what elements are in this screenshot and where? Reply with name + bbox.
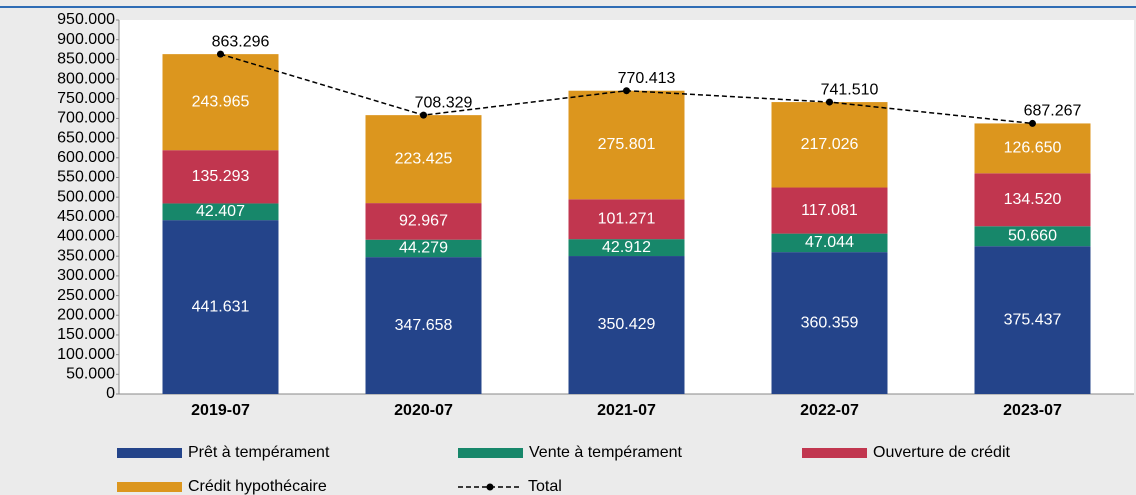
data-label: 126.650 <box>1004 140 1062 157</box>
data-label: 135.293 <box>192 168 250 185</box>
total-point <box>217 50 224 58</box>
total-point <box>826 98 833 106</box>
bar-segment <box>771 102 888 188</box>
bar-segment <box>771 233 888 253</box>
total-point <box>1029 119 1036 127</box>
y-tick-label: 900.000 <box>57 31 115 48</box>
data-label: 42.407 <box>196 203 245 220</box>
total-point <box>420 111 427 119</box>
bar-segment <box>568 199 685 240</box>
data-label: 101.271 <box>598 210 656 227</box>
legend-swatch <box>802 448 867 458</box>
y-tick-label: 700.000 <box>57 110 115 127</box>
y-tick-label: 100.000 <box>57 346 115 363</box>
legend-swatch <box>117 448 182 458</box>
bar-segment <box>365 257 482 394</box>
data-label: 360.359 <box>801 314 859 331</box>
bar-segment <box>771 252 888 394</box>
bar-segment <box>974 123 1091 174</box>
data-label: 47.044 <box>805 234 854 251</box>
legend-label: Total <box>528 478 562 495</box>
y-tick-label: 350.000 <box>57 247 115 264</box>
bar-segment <box>162 150 279 204</box>
legend-swatch <box>117 482 182 492</box>
bar-segment <box>771 187 888 234</box>
total-label: 687.267 <box>1024 103 1082 120</box>
x-tick-label: 2021-07 <box>597 402 656 419</box>
y-tick-label: 300.000 <box>57 267 115 284</box>
bar-segment <box>974 173 1091 227</box>
y-tick-label: 850.000 <box>57 51 115 68</box>
data-label: 44.279 <box>399 240 448 257</box>
y-tick-label: 150.000 <box>57 326 115 343</box>
bar-segment <box>568 256 685 394</box>
y-tick-label: 50.000 <box>66 366 115 383</box>
y-tick-label: 550.000 <box>57 169 115 186</box>
data-label: 92.967 <box>399 213 448 230</box>
y-tick-label: 200.000 <box>57 306 115 323</box>
data-label: 275.801 <box>598 136 656 153</box>
total-label: 708.329 <box>415 94 473 111</box>
bar-segment <box>365 203 482 240</box>
y-tick-label: 0 <box>106 385 115 402</box>
data-label: 347.658 <box>395 317 453 334</box>
total-label: 741.510 <box>821 81 879 98</box>
y-tick-label: 250.000 <box>57 287 115 304</box>
data-label: 50.660 <box>1008 227 1057 244</box>
data-label: 134.520 <box>1004 191 1062 208</box>
y-tick-label: 650.000 <box>57 129 115 146</box>
legend-label: Crédit hypothécaire <box>188 478 327 495</box>
legend-label: Vente à tempérament <box>529 444 683 461</box>
data-label: 350.429 <box>598 316 656 333</box>
y-tick-label: 450.000 <box>57 208 115 225</box>
y-tick-label: 800.000 <box>57 70 115 87</box>
legend-label: Prêt à tempérament <box>188 444 330 461</box>
legend-swatch <box>458 448 523 458</box>
y-tick-label: 500.000 <box>57 188 115 205</box>
bar-segment <box>568 90 685 200</box>
x-tick-label: 2023-07 <box>1003 402 1062 419</box>
data-label: 375.437 <box>1004 311 1062 328</box>
x-tick-label: 2022-07 <box>800 402 859 419</box>
legend-label: Ouverture de crédit <box>873 444 1011 461</box>
x-tick-label: 2019-07 <box>191 402 250 419</box>
bar-segment <box>162 220 279 394</box>
y-tick-label: 400.000 <box>57 228 115 245</box>
data-label: 117.081 <box>801 202 858 219</box>
bar-segment <box>974 246 1091 394</box>
data-label: 441.631 <box>192 298 250 315</box>
y-tick-label: 600.000 <box>57 149 115 166</box>
data-label: 42.912 <box>602 239 651 256</box>
total-label: 863.296 <box>212 33 270 50</box>
legend-point <box>486 483 494 491</box>
bar-segment <box>568 239 685 257</box>
bar-segment <box>365 239 482 258</box>
data-label: 243.965 <box>192 93 250 110</box>
bar-segment <box>365 115 482 204</box>
bar-segment <box>162 54 279 151</box>
x-tick-label: 2020-07 <box>394 402 453 419</box>
bar-segment <box>162 203 279 221</box>
y-tick-label: 750.000 <box>57 90 115 107</box>
total-label: 770.413 <box>618 70 676 87</box>
y-tick-label: 950.000 <box>57 11 115 28</box>
total-point <box>623 87 630 95</box>
data-label: 217.026 <box>801 136 859 153</box>
data-label: 223.425 <box>395 150 453 167</box>
bar-segment <box>974 226 1091 247</box>
